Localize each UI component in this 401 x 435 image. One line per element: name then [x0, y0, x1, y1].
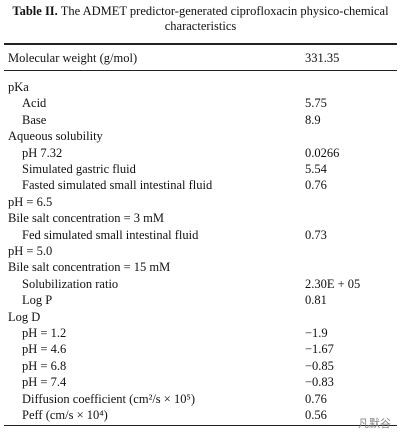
table-caption: Table II. The ADMET predictor-generated … [8, 4, 393, 34]
row-label: Fed simulated small intestinal fluid [22, 227, 199, 242]
row-label: Peff (cm/s × 10⁴) [22, 408, 108, 422]
row-value: 0.76 [305, 391, 327, 406]
row-value: 5.54 [305, 162, 327, 176]
row-value: 2.30E + 05 [305, 276, 361, 291]
header-value: 331.35 [305, 51, 340, 65]
row-label: pH = 7.4 [22, 375, 67, 390]
caption-label: Table II. [12, 4, 58, 18]
row-label: Bile salt concentration = 15 mM [8, 260, 171, 275]
row-label: pH = 6.8 [22, 358, 67, 373]
row-value: −1.9 [305, 326, 328, 340]
row-value: 0.73 [305, 227, 327, 242]
caption-text: The ADMET predictor-generated ciprofloxa… [60, 4, 389, 33]
row-value: −0.83 [305, 375, 334, 390]
row-value: 0.81 [305, 293, 327, 308]
row-value: −1.67 [305, 342, 334, 357]
row-value: 0.76 [305, 178, 327, 193]
row-label: Log D [8, 309, 41, 324]
row-label: Bile salt concentration = 3 mM [8, 211, 164, 226]
header-rule [4, 70, 397, 71]
row-label: Fasted simulated small intestinal fluid [22, 178, 213, 193]
row-label: pH = 4.6 [22, 342, 67, 357]
row-label: pH = 1.2 [22, 326, 67, 340]
header-label: Molecular weight (g/mol) [8, 51, 138, 65]
row-label: Base [22, 112, 47, 127]
row-label: Diffusion coefficient (cm²/s × 10⁵) [22, 391, 195, 406]
row-value: 0.0266 [305, 145, 340, 160]
watermark: 凡默谷 [358, 417, 391, 430]
row-label: pH = 5.0 [8, 244, 53, 258]
row-value: −0.85 [305, 358, 334, 373]
row-label: Aqueous solubility [8, 129, 103, 144]
row-label: Simulated gastric fluid [22, 162, 136, 176]
top-rule [4, 43, 397, 45]
row-label: Solubilization ratio [22, 276, 119, 291]
row-value: 5.75 [305, 96, 327, 111]
row-label: pKa [8, 80, 29, 94]
bottom-rule [4, 425, 397, 426]
row-label: Log P [22, 293, 53, 308]
row-label: pH = 6.5 [8, 194, 53, 209]
row-label: pH 7.32 [22, 145, 63, 160]
row-label: Acid [22, 96, 47, 111]
row-value: 0.56 [305, 408, 327, 422]
row-value: 8.9 [305, 112, 321, 127]
